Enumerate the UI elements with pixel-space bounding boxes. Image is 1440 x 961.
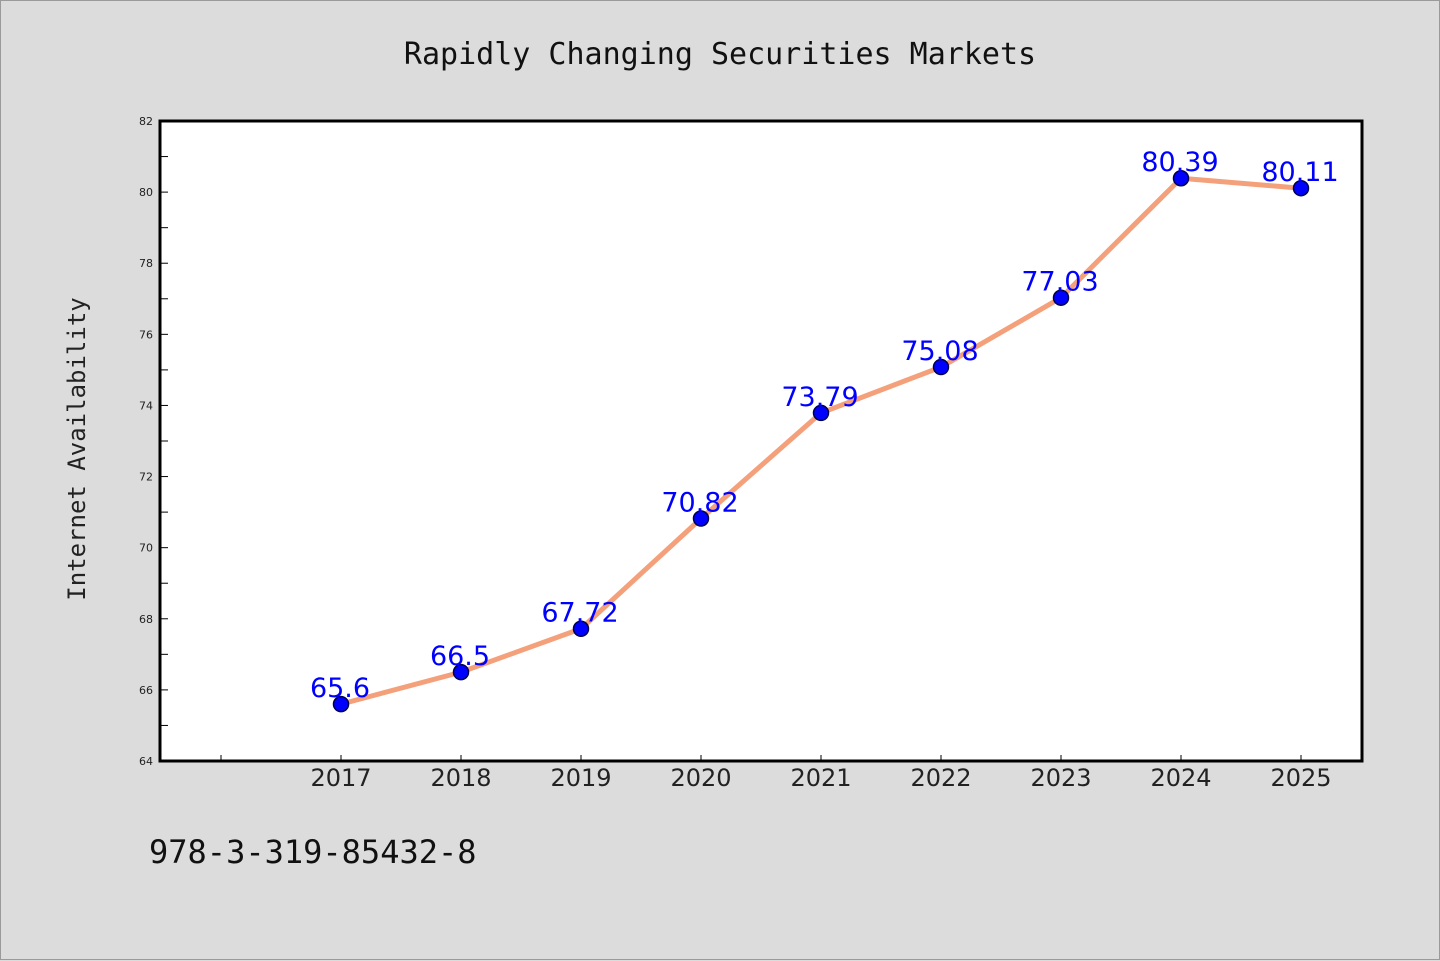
data-point [1052, 289, 1070, 306]
x-tick-label: 2020 [670, 764, 731, 792]
y-tick-label: 66 [139, 684, 153, 697]
data-point [452, 663, 470, 681]
data-points [332, 169, 1310, 713]
data-label: 66.5 [430, 641, 490, 672]
y-tick-label: 78 [139, 257, 153, 270]
x-tick-label: 2018 [430, 764, 491, 792]
y-tick-label: 68 [139, 613, 153, 626]
data-point [1292, 179, 1310, 197]
x-tick-label: 2021 [790, 764, 851, 792]
chart-title: Rapidly Changing Securities Markets [404, 37, 1036, 72]
x-tick-label: 2017 [310, 764, 371, 792]
data-label: 65.6 [310, 673, 370, 704]
x-tick-label: 2024 [1150, 764, 1211, 792]
data-labels: 65.6 66.5 67.72 70.82 73.79 75.08 77.03 80.39 80… [310, 147, 1339, 704]
data-point [812, 404, 830, 422]
y-tick-label: 80 [139, 186, 153, 199]
data-label: 80.11 [1261, 157, 1338, 188]
data-label: 67.72 [541, 598, 618, 629]
y-tick-label: 74 [139, 399, 153, 412]
y-tick-label: 64 [139, 755, 153, 768]
y-axis-ticks: 64 66 68 70 72 74 76 78 80 82 [139, 115, 168, 768]
data-label: 75.08 [901, 336, 978, 367]
y-tick-label: 76 [139, 328, 153, 341]
x-tick-label: 2022 [910, 764, 971, 792]
x-tick-label: 2023 [1030, 764, 1091, 792]
y-tick-label: 72 [139, 471, 153, 484]
data-label: 70.82 [661, 488, 738, 519]
data-label: 80.39 [1141, 147, 1218, 178]
data-label: 73.79 [781, 382, 858, 413]
data-point [932, 358, 950, 376]
x-tick-label: 2025 [1270, 764, 1331, 792]
x-tick-label: 2019 [550, 764, 611, 792]
data-point [692, 510, 710, 527]
data-point [1172, 169, 1190, 187]
y-axis-label: Internet Availability [63, 297, 91, 600]
y-tick-label: 70 [139, 542, 153, 555]
y-tick-label: 82 [139, 115, 153, 128]
data-label: 77.03 [1021, 267, 1098, 298]
plot-area [158, 119, 1364, 763]
x-axis-ticks: 2017 2018 2019 2020 2021 2022 2023 2024 2025 [220, 755, 1332, 792]
data-point [572, 620, 590, 637]
data-point [332, 695, 350, 713]
isbn-text: 978-3-319-85432-8 [149, 833, 477, 871]
